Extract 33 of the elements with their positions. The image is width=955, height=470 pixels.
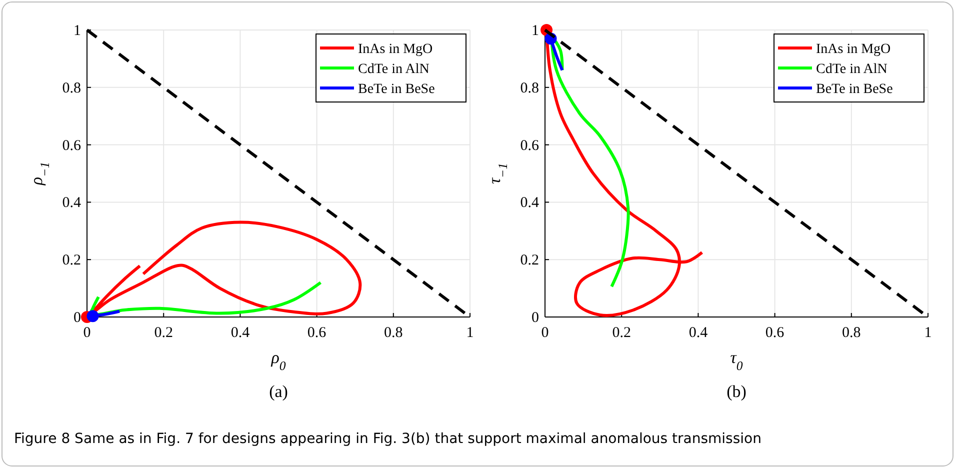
legend-label: BeTe in BeSe [816,82,893,97]
y-tick-label: 0.6 [520,138,540,154]
x-tick-label: 0.4 [688,325,708,341]
x-tick-label: 0.2 [154,325,173,341]
x-tick-label: 0.6 [765,325,785,341]
x-tick-label: 0.8 [842,325,861,341]
x-tick-label: 1 [466,325,474,341]
legend-label: InAs in MgO [816,42,891,57]
y-tick-label: 0.4 [62,195,82,212]
y-tick-label: 0.4 [520,195,540,212]
y-tick-label: 0 [532,310,539,326]
y-tick-label: 0.8 [62,80,81,96]
legend-label: BeTe in BeSe [358,82,435,97]
x-tick-label: 0.6 [307,325,327,341]
legend-label: InAs in MgO [358,42,433,57]
text: (a) [269,382,288,401]
y-tick-label: 0.6 [62,138,82,154]
y-tick-label: 0 [74,310,81,326]
x-axis-title: ρ$_{0}$ [270,348,286,373]
y-tick-label: 0.2 [520,252,539,269]
y-tick-label: 1 [532,23,539,39]
x-tick-label: 0.8 [384,325,403,341]
legend-label: CdTe in AlN [816,62,888,77]
legend-label: CdTe in AlN [358,62,430,77]
y-tick-label: 0.8 [520,80,539,96]
caption: Figure 8 Same as in Fig. 7 for designs appearing in Fig. 3(b) that support maximal anomalous transmission [14,431,762,447]
x-tick-label: 1 [924,325,932,341]
y-tick-label: 1 [74,23,81,39]
y-tick-label: 0.2 [62,252,81,269]
x-axis-title: τ$_{0}$ [730,348,744,373]
x-tick-label: 0.4 [230,325,250,341]
x-tick-label: 0.2 [612,325,631,341]
text: (b) [726,382,746,401]
